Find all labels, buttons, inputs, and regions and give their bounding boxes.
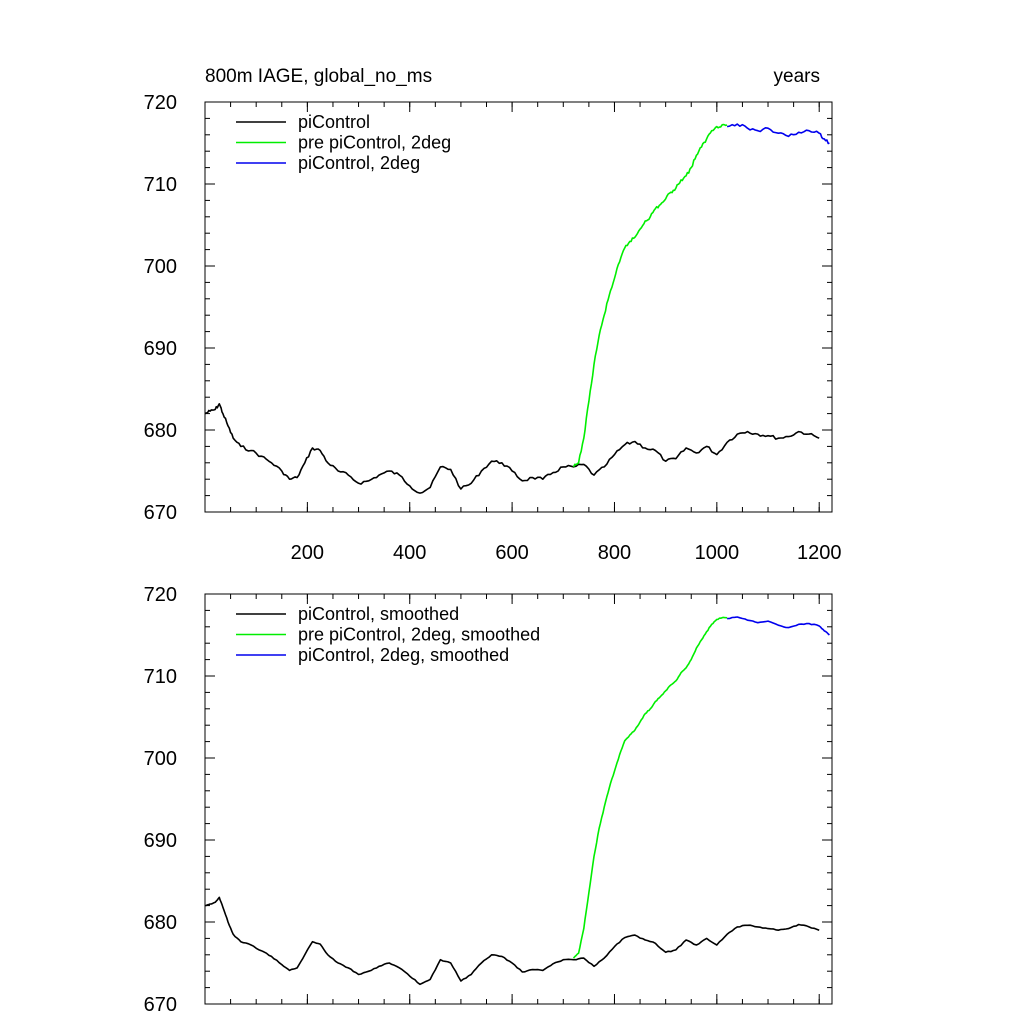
panels-container: 670 680 690 700 710 720 200 400 600 800 1000 1200 pi…	[144, 92, 842, 1016]
plot-frame	[204, 593, 833, 1005]
x-tick-label: 1200	[797, 542, 842, 564]
series-line-3	[726, 123, 830, 145]
legend-label: piControl, 2deg, smoothed	[298, 645, 509, 665]
y-tick-label: 700	[144, 748, 177, 770]
legend-label: pre piControl, 2deg	[298, 133, 451, 153]
y-tick-label: 710	[144, 666, 177, 688]
chart-panel-2: 670 680 690 700 710 720 piControl, smoothedpre…	[144, 584, 833, 1016]
x-tick-label: 400	[393, 542, 426, 564]
series-line-2	[572, 123, 728, 468]
x-tick-label: 600	[495, 542, 528, 564]
y-tick-label: 680	[144, 420, 177, 442]
y-tick-label: 690	[144, 830, 177, 852]
legend-label: piControl, 2deg	[298, 153, 420, 173]
y-tick-label: 720	[144, 584, 177, 606]
chart-title: 800m IAGE, global_no_ms	[205, 66, 432, 87]
units-label: years	[774, 66, 820, 87]
x-tick-label: 1000	[695, 542, 740, 564]
legend-label: piControl, smoothed	[298, 604, 459, 624]
y-tick-label: 710	[144, 174, 177, 196]
series-line-1	[204, 403, 820, 494]
series-line-2	[572, 616, 728, 959]
y-tick-label: 700	[144, 256, 177, 278]
x-tick-label: 200	[291, 542, 324, 564]
plot-frame	[204, 101, 833, 513]
y-tick-label: 670	[144, 994, 177, 1016]
chart-panel-1: 670 680 690 700 710 720 200 400 600 800 1000 1200 pi…	[144, 92, 842, 564]
y-tick-label: 670	[144, 502, 177, 524]
y-tick-label: 680	[144, 912, 177, 934]
y-tick-label: 690	[144, 338, 177, 360]
legend-label: pre piControl, 2deg, smoothed	[298, 625, 540, 645]
y-tick-label: 720	[144, 92, 177, 114]
series-line-3	[727, 616, 830, 636]
series-line-1	[204, 896, 820, 986]
legend-label: piControl	[298, 112, 370, 132]
x-tick-label: 800	[598, 542, 631, 564]
